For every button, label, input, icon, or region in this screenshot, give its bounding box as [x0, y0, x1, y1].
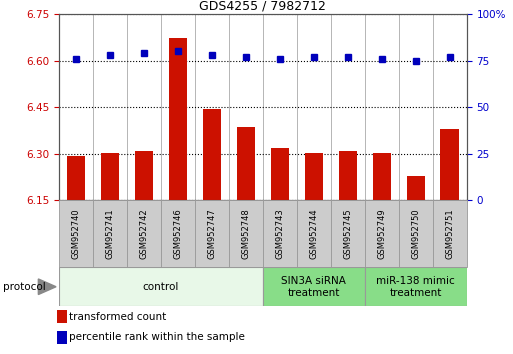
Bar	[57, 310, 67, 323]
Text: GSM952743: GSM952743	[275, 208, 284, 259]
Text: miR-138 mimic
treatment: miR-138 mimic treatment	[377, 276, 455, 298]
Bar	[59, 200, 93, 267]
Text: GSM952750: GSM952750	[411, 208, 420, 259]
Text: GSM952740: GSM952740	[71, 208, 81, 259]
Text: GSM952749: GSM952749	[378, 208, 386, 259]
Bar	[399, 200, 433, 267]
Bar	[365, 267, 467, 306]
Text: control: control	[143, 282, 179, 292]
Bar	[441, 130, 459, 200]
Text: GSM952751: GSM952751	[445, 208, 455, 259]
Text: GSM952747: GSM952747	[207, 208, 216, 259]
Text: protocol: protocol	[3, 282, 45, 292]
Text: GSM952748: GSM952748	[242, 208, 250, 259]
Bar	[57, 331, 67, 344]
Text: transformed count: transformed count	[69, 312, 166, 322]
Polygon shape	[38, 279, 56, 295]
Bar	[127, 200, 161, 267]
Title: GDS4255 / 7982712: GDS4255 / 7982712	[200, 0, 326, 13]
Bar	[195, 200, 229, 267]
Bar	[161, 200, 195, 267]
Bar	[67, 156, 85, 200]
Bar	[59, 267, 263, 306]
Text: GSM952744: GSM952744	[309, 208, 319, 259]
Text: percentile rank within the sample: percentile rank within the sample	[69, 332, 245, 342]
Bar	[134, 151, 153, 200]
Bar	[203, 109, 221, 200]
Bar	[406, 176, 425, 200]
Bar	[236, 127, 255, 200]
Text: GSM952745: GSM952745	[343, 208, 352, 259]
Bar	[263, 200, 297, 267]
Text: GSM952742: GSM952742	[140, 208, 148, 259]
Bar	[433, 200, 467, 267]
Bar	[263, 267, 365, 306]
Bar	[339, 151, 357, 200]
Bar	[270, 148, 289, 200]
Bar	[101, 153, 120, 200]
Bar	[305, 153, 323, 200]
Bar	[331, 200, 365, 267]
Text: GSM952746: GSM952746	[173, 208, 183, 259]
Bar	[229, 200, 263, 267]
Bar	[372, 153, 391, 200]
Bar	[297, 200, 331, 267]
Text: GSM952741: GSM952741	[106, 208, 114, 259]
Bar	[169, 38, 187, 200]
Bar	[365, 200, 399, 267]
Text: SIN3A siRNA
treatment: SIN3A siRNA treatment	[282, 276, 346, 298]
Bar	[93, 200, 127, 267]
